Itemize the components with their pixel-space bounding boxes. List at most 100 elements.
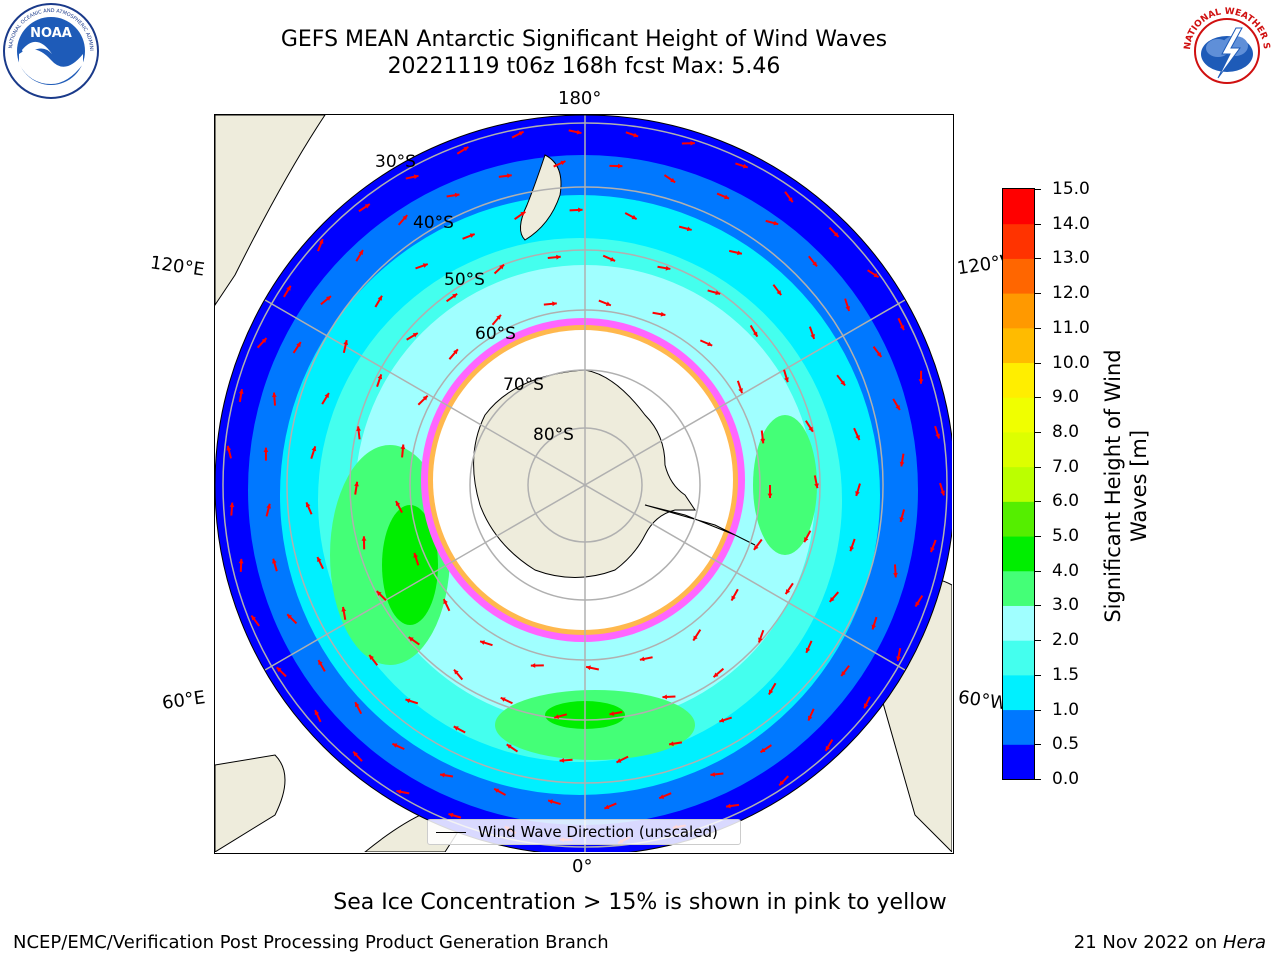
wind-arrow-head [494, 788, 500, 793]
colorbar-tick-mark [1035, 466, 1041, 468]
wind-arrow-head [659, 794, 665, 799]
wind-arrow-head [899, 517, 905, 522]
lon-label-60e: 60°E [160, 687, 207, 714]
colorbar-level [1003, 362, 1034, 398]
graticule [222, 115, 948, 855]
wind-arrow-head [662, 694, 667, 700]
colorbar-level [1003, 605, 1034, 641]
colorbar-tick-label: 0.0 [1052, 769, 1080, 789]
wind-arrow-head [707, 341, 713, 347]
wind-arrow-head [341, 606, 347, 612]
wind-arrow-head [633, 132, 639, 138]
wind-arrow-head [760, 438, 766, 444]
colorbar-level [1003, 293, 1034, 329]
colorbar-tick-mark [1035, 327, 1041, 329]
colorbar-level [1003, 744, 1034, 779]
wind-arrow-head [402, 215, 408, 221]
wind-arrow-head [807, 715, 813, 721]
wind-arrow-head [507, 173, 512, 179]
colorbar [1002, 188, 1035, 780]
wind-arrow-head [520, 211, 526, 217]
lat-label-70s: 70°S [503, 375, 544, 395]
wind-arrow-head [229, 502, 235, 508]
wind-arrow-head [271, 392, 277, 398]
wind-arrow-head [805, 647, 811, 653]
wind-arrow-head [713, 672, 719, 678]
wind-arrow-head [506, 744, 512, 749]
footer-date: 21 Nov 2022 on Hera [1074, 932, 1266, 953]
wind-arrow-head [496, 314, 501, 320]
wind-arrow-head [356, 426, 361, 432]
wind-arrow-head [296, 342, 301, 348]
sea-ice-note: Sea Ice Concentration > 15% is shown in … [333, 890, 947, 915]
wind-arrow-head [609, 711, 615, 716]
wind-arrow-head [422, 263, 428, 268]
wind-arrow-head [726, 803, 731, 809]
wind-arrow-head [935, 433, 940, 439]
wind-arrow-head [690, 140, 695, 146]
colorbar-tick-label: 2.0 [1052, 630, 1080, 651]
lat-label-50s: 50°S [444, 270, 485, 290]
wind-arrow-head [480, 640, 486, 645]
wind-arrow-head [560, 160, 566, 166]
lat-label-60s: 60°S [475, 324, 516, 344]
colorbar-tick-mark [1035, 570, 1041, 572]
colorbar-tick-label: 14.0 [1052, 213, 1090, 234]
legend-line-swatch [436, 832, 466, 833]
wind-arrow-head [605, 301, 611, 306]
colorbar-tick-mark [1035, 605, 1041, 607]
wind-arrow-head [849, 546, 855, 552]
colorbar-tick-label: 1.0 [1052, 699, 1080, 720]
wind-arrow-head [364, 204, 370, 209]
chart-title: GEFS MEAN Antarctic Significant Height o… [280, 27, 888, 52]
wind-arrow-head [548, 799, 553, 804]
wind-arrow-head [263, 447, 269, 452]
wind-arrow-head [422, 395, 428, 401]
wind-arrow-head [440, 772, 445, 778]
wind-arrow-head [669, 741, 674, 747]
colorbar-tick-label: 13.0 [1052, 248, 1090, 269]
wind-arrow-head [715, 290, 721, 296]
wind-arrow-head [396, 789, 402, 795]
lat-label-30s: 30°S [375, 152, 416, 172]
wind-arrow-head [453, 726, 459, 731]
wind-arrow-head [814, 483, 819, 489]
wind-arrow-head [738, 388, 743, 394]
wind-arrow-head [552, 301, 557, 307]
colorbar-level [1003, 501, 1034, 537]
wind-arrow-head [238, 389, 244, 394]
wind-arrow-head [578, 207, 583, 213]
colorbar-tick-label: 0.5 [1052, 734, 1080, 755]
wind-arrow-head [443, 599, 448, 605]
colorbar-tick-label: 11.0 [1052, 317, 1090, 338]
colorbar-tick-mark [1035, 744, 1041, 746]
wind-arrow-head [940, 490, 945, 496]
wind-arrow-head [358, 250, 363, 256]
wind-wave-arrows [226, 129, 945, 844]
land-australia [214, 114, 326, 307]
wind-arrow-head [556, 254, 561, 260]
wind-arrow-head [392, 743, 398, 748]
wind-arrow-head [639, 656, 645, 662]
wind-arrow-head [776, 290, 782, 296]
colorbar-tick-label: 9.0 [1052, 387, 1080, 408]
wind-arrow-head [779, 780, 785, 786]
colorbar-tick-mark [1035, 293, 1041, 295]
legend-label: Wind Wave Direction (unscaled) [478, 823, 718, 841]
colorbar-tick-mark [1035, 709, 1041, 711]
wind-arrow-head [737, 250, 742, 256]
colorbar-tick-label: 15.0 [1052, 179, 1090, 199]
wind-arrow-head [376, 591, 382, 596]
wind-arrow-head [453, 349, 458, 355]
wind-arrow-head [876, 352, 882, 358]
wind-arrow-head [276, 667, 282, 673]
colorbar-level [1003, 397, 1034, 433]
wind-arrow-head [324, 392, 329, 398]
colorbar-tick-label: 8.0 [1052, 421, 1080, 442]
footer-host: Hera [1222, 932, 1266, 953]
footer-date-text: 21 Nov 2022 on [1073, 932, 1223, 953]
map-legend: Wind Wave Direction (unscaled) [427, 819, 741, 845]
wind-arrow-head [266, 503, 271, 509]
wind-arrow-head [804, 537, 809, 543]
lat-label-80s: 80°S [533, 425, 574, 445]
